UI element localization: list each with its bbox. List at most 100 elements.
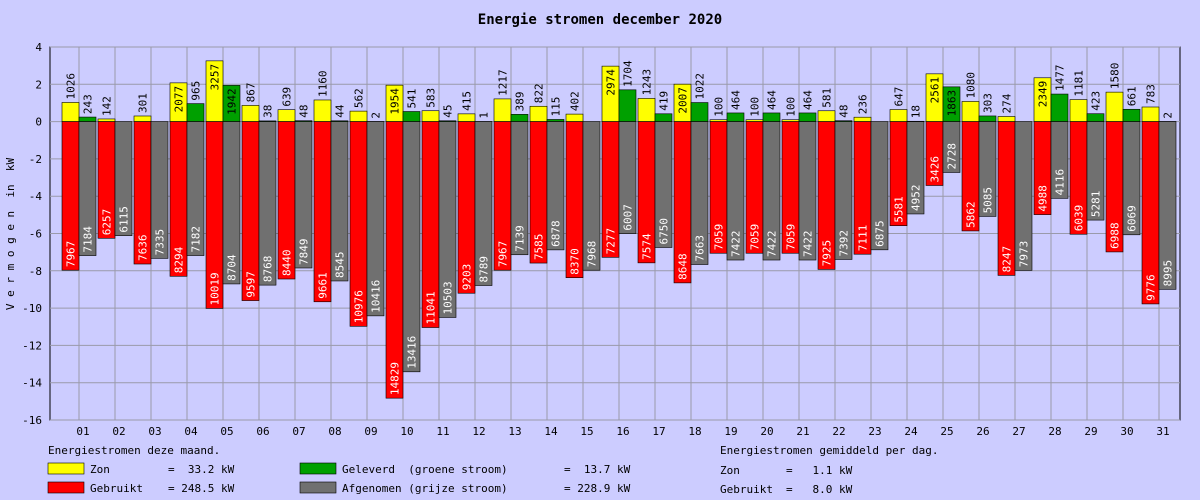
y-tick-label: -4 xyxy=(29,190,43,203)
value-label: 2 xyxy=(1162,112,1175,119)
daily-value: = 8.0 kW xyxy=(786,483,853,496)
x-tick-label: 31 xyxy=(1156,425,1169,438)
bar xyxy=(1086,113,1105,122)
value-label: 7277 xyxy=(605,228,618,255)
value-label: 1181 xyxy=(1073,70,1086,97)
x-tick-label: 01 xyxy=(76,425,89,438)
y-tick-label: -6 xyxy=(29,228,42,241)
value-label: 965 xyxy=(190,81,203,101)
bar xyxy=(277,109,296,122)
value-label: 7973 xyxy=(1018,241,1031,268)
value-label: 13416 xyxy=(406,336,419,369)
bar xyxy=(78,121,97,256)
value-label: 783 xyxy=(1145,84,1158,104)
value-label: 1160 xyxy=(317,70,330,97)
value-label: 44 xyxy=(334,104,347,118)
x-tick-label: 26 xyxy=(976,425,989,438)
value-label: 2349 xyxy=(1037,81,1050,108)
bar xyxy=(889,109,908,122)
bar xyxy=(529,105,548,122)
x-tick-label: 03 xyxy=(148,425,161,438)
value-label: 100 xyxy=(785,97,798,117)
bar xyxy=(618,89,637,122)
value-label: 7139 xyxy=(514,225,527,252)
bar xyxy=(1158,121,1177,290)
y-tick-label: -2 xyxy=(29,153,42,166)
value-label: 7059 xyxy=(713,224,726,251)
bar xyxy=(762,112,781,122)
legend-swatch xyxy=(47,481,85,494)
y-tick-label: -12 xyxy=(22,339,42,352)
value-label: 8370 xyxy=(569,248,582,275)
value-label: 8247 xyxy=(1001,246,1014,273)
value-label: 10976 xyxy=(353,290,366,323)
value-label: 7585 xyxy=(533,234,546,261)
legend-swatch xyxy=(47,462,85,475)
x-tick-label: 12 xyxy=(472,425,485,438)
x-tick-label: 04 xyxy=(184,425,198,438)
value-label: 7574 xyxy=(641,233,654,260)
value-label: 4988 xyxy=(1037,185,1050,212)
value-label: 1863 xyxy=(946,90,959,117)
bar xyxy=(186,121,205,256)
value-label: 7059 xyxy=(749,224,762,251)
value-label: 5581 xyxy=(893,196,906,223)
value-label: 7335 xyxy=(154,229,167,256)
value-label: 1217 xyxy=(497,69,510,96)
value-label: 7663 xyxy=(694,235,707,262)
value-label: 243 xyxy=(82,94,95,114)
legend-total: = 13.7 kW xyxy=(564,463,631,476)
value-label: 6007 xyxy=(622,204,635,231)
bar xyxy=(1141,106,1160,122)
value-label: 6069 xyxy=(1126,205,1139,232)
x-tick-label: 19 xyxy=(724,425,737,438)
value-label: 48 xyxy=(298,104,311,117)
bar xyxy=(906,121,925,215)
value-label: 541 xyxy=(406,89,419,109)
value-label: 7182 xyxy=(190,226,203,253)
value-label: 1942 xyxy=(226,88,239,115)
bar xyxy=(1105,91,1124,122)
value-label: 6875 xyxy=(874,220,887,247)
bar xyxy=(474,121,493,286)
value-label: 9776 xyxy=(1145,274,1158,301)
bar xyxy=(1122,108,1141,122)
bar xyxy=(114,121,133,236)
bar xyxy=(654,113,673,122)
value-label: 7392 xyxy=(838,230,851,257)
bar xyxy=(258,121,277,286)
value-label: 464 xyxy=(802,90,815,110)
x-tick-label: 13 xyxy=(508,425,521,438)
bar xyxy=(330,121,349,282)
value-label: 10019 xyxy=(209,272,222,305)
bar xyxy=(546,119,565,122)
value-label: 8704 xyxy=(226,254,239,281)
value-label: 8995 xyxy=(1162,260,1175,287)
value-label: 419 xyxy=(658,91,671,111)
bar xyxy=(438,121,457,318)
bar xyxy=(133,115,152,122)
value-label: 3426 xyxy=(929,156,942,183)
x-tick-label: 10 xyxy=(400,425,413,438)
value-label: 9597 xyxy=(245,271,258,298)
value-label: 142 xyxy=(101,96,114,116)
value-label: 301 xyxy=(137,93,150,113)
value-label: 11041 xyxy=(425,291,438,324)
bar xyxy=(510,121,529,256)
legend-swatch xyxy=(299,481,337,494)
value-label: 822 xyxy=(533,83,546,103)
value-label: 423 xyxy=(1090,91,1103,111)
value-label: 14829 xyxy=(389,362,402,395)
value-label: 2007 xyxy=(677,87,690,114)
bar xyxy=(546,121,565,251)
x-tick-label: 29 xyxy=(1084,425,1097,438)
value-label: 402 xyxy=(569,91,582,111)
bar xyxy=(870,121,889,251)
y-tick-label: 0 xyxy=(35,116,42,129)
value-label: 1080 xyxy=(965,72,978,99)
bar xyxy=(997,116,1016,122)
x-tick-label: 27 xyxy=(1012,425,1025,438)
value-label: 48 xyxy=(838,104,851,117)
